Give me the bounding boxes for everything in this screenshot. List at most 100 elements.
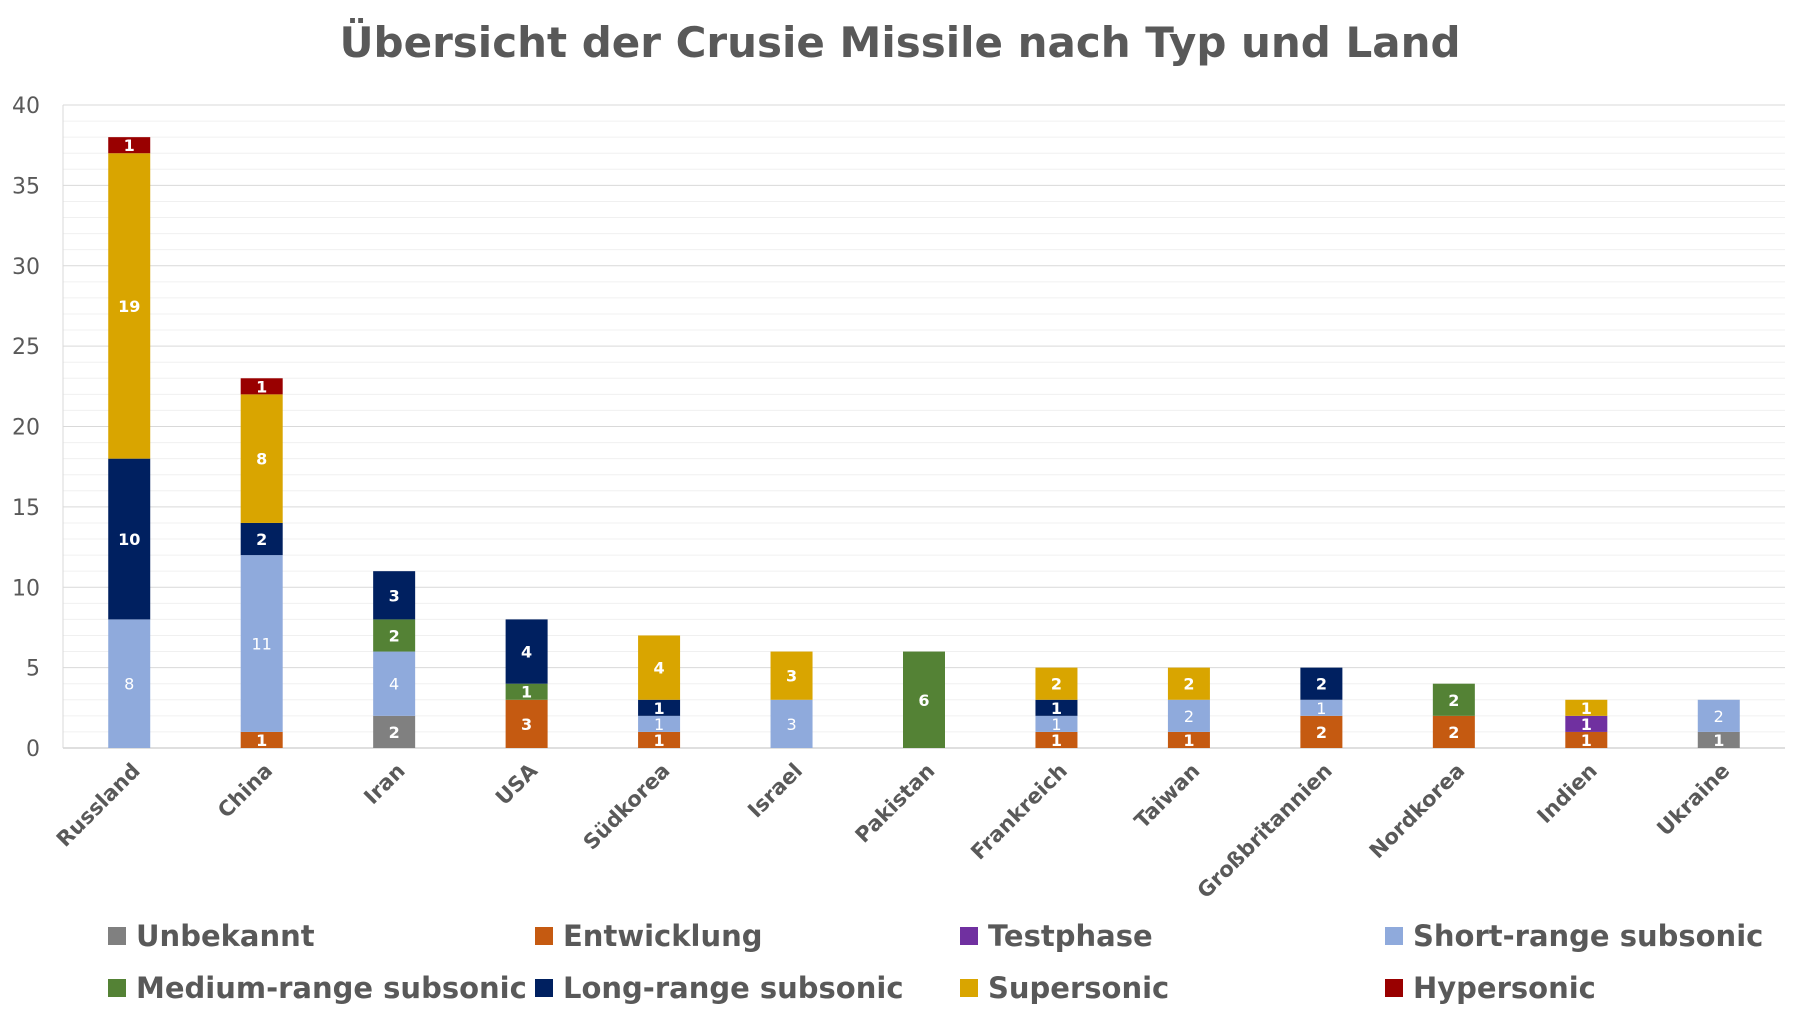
data-label: 1 <box>256 377 267 396</box>
bar-segment <box>108 619 151 748</box>
data-label: 1 <box>1051 731 1062 750</box>
bar-segment <box>1697 699 1740 732</box>
data-label: 2 <box>1184 707 1194 726</box>
data-label: 8 <box>124 675 134 694</box>
bar-segment <box>108 137 151 154</box>
x-tick-label: Frankreich <box>966 759 1072 865</box>
data-label: 1 <box>654 715 664 734</box>
bar-segment <box>373 651 416 716</box>
data-label: 6 <box>918 691 929 710</box>
x-tick-label: China <box>213 759 277 823</box>
x-tick-label: Taiwan <box>1130 759 1205 834</box>
bar-segment <box>1167 699 1210 732</box>
bar-segment <box>240 731 283 748</box>
data-label: 1 <box>1183 731 1194 750</box>
x-tick-label: Iran <box>359 759 409 809</box>
bar-segment <box>1432 683 1475 716</box>
bar-segment <box>1300 667 1343 700</box>
data-label: 1 <box>1316 699 1326 718</box>
data-label: 3 <box>389 586 400 605</box>
bar-segment <box>1565 731 1608 748</box>
data-label: 2 <box>1051 675 1062 694</box>
data-label: 1 <box>1581 731 1592 750</box>
data-label: 4 <box>521 643 532 662</box>
x-tick-label: Großbritannien <box>1193 759 1337 903</box>
bar-segment <box>373 715 416 748</box>
bar-segment <box>770 651 813 700</box>
x-tick-label: Israel <box>743 759 807 823</box>
bar-segment <box>1035 731 1078 748</box>
y-axis: 0 5 10 15 20 25 30 35 40 <box>12 94 40 762</box>
data-label: 2 <box>389 626 400 645</box>
bar-segment <box>240 555 283 732</box>
y-tick-label: 25 <box>12 335 40 360</box>
bars <box>108 137 1740 748</box>
data-label: 1 <box>1051 715 1061 734</box>
bar-segment <box>638 715 681 732</box>
bar-segment <box>1167 667 1210 700</box>
bar-segment <box>638 635 681 700</box>
data-label: 4 <box>389 675 399 694</box>
bar-segment <box>638 731 681 748</box>
data-label: 11 <box>252 635 272 654</box>
data-label: 8 <box>256 450 267 469</box>
bar-segment <box>1300 699 1343 716</box>
bar-segment <box>1035 667 1078 700</box>
bar-segment <box>240 522 283 556</box>
bar-segment <box>505 619 548 684</box>
data-label: 1 <box>1581 699 1592 718</box>
data-label: 3 <box>786 667 797 686</box>
bar-segment <box>240 378 283 395</box>
data-label: 2 <box>1448 691 1459 710</box>
y-tick-label: 5 <box>26 657 40 682</box>
bar-segment <box>770 699 813 748</box>
bar-segment <box>1565 715 1608 732</box>
data-label: 3 <box>786 715 796 734</box>
x-tick-label: Indien <box>1532 759 1601 828</box>
bar-segment <box>1300 715 1343 748</box>
bar-segment <box>240 394 283 523</box>
bar-segment <box>108 458 151 620</box>
chart-title: Übersicht der Crusie Missile nach Typ un… <box>339 18 1461 67</box>
bar-segment <box>1697 731 1740 748</box>
data-label: 2 <box>1714 707 1724 726</box>
x-tick-label: Südkorea <box>579 759 675 855</box>
data-label: 1 <box>256 731 267 750</box>
y-tick-label: 40 <box>12 94 40 119</box>
y-tick-label: 20 <box>12 416 40 441</box>
y-tick-label: 30 <box>12 255 40 280</box>
data-label: 19 <box>118 297 140 316</box>
data-label: 1 <box>124 136 135 155</box>
bar-segment <box>108 153 151 459</box>
gridlines <box>62 104 1785 749</box>
x-tick-label: Nordkorea <box>1365 759 1470 864</box>
data-label: 1 <box>654 699 665 718</box>
data-label: 3 <box>521 715 532 734</box>
bar-segment <box>505 683 548 700</box>
bar-segment <box>1167 731 1210 748</box>
data-label: 2 <box>1316 723 1327 742</box>
data-label: 2 <box>256 530 267 549</box>
bar-segment <box>1035 715 1078 732</box>
x-tick-label: Pakistan <box>851 759 940 848</box>
data-label: 2 <box>1316 675 1327 694</box>
x-tick-label: USA <box>491 758 543 810</box>
y-tick-label: 15 <box>12 496 40 521</box>
x-tick-label: Russland <box>52 759 145 852</box>
data-label: 10 <box>118 530 140 549</box>
x-axis: Russland China Iran USA Südkorea Israel Pakist… <box>52 758 1735 903</box>
y-tick-label: 35 <box>12 174 40 199</box>
bar-segment <box>1565 699 1608 716</box>
bar-segment <box>638 699 681 716</box>
data-label: 2 <box>1183 675 1194 694</box>
data-label: 2 <box>1448 723 1459 742</box>
data-label: 1 <box>1581 715 1592 734</box>
y-tick-label: 0 <box>26 737 40 762</box>
bar-segment <box>373 619 416 652</box>
bar-segment <box>505 699 548 748</box>
data-label: 4 <box>654 659 665 678</box>
bar-segment <box>903 651 945 748</box>
data-label: 1 <box>654 731 665 750</box>
data-label: 1 <box>521 683 532 702</box>
data-label: 1 <box>1051 699 1062 718</box>
